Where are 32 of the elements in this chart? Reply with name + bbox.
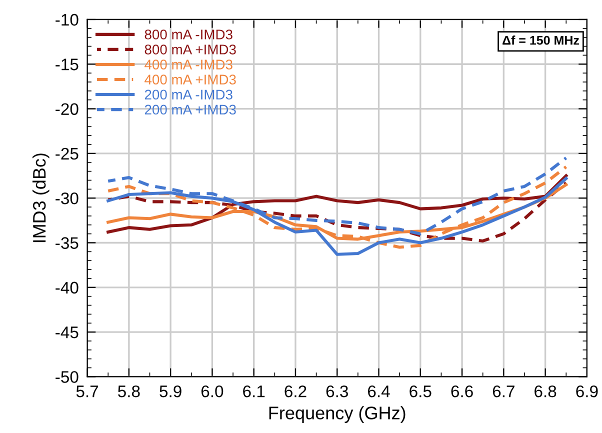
x-tick-label: 6.3 (326, 385, 348, 398)
x-tick-label: 6.0 (201, 385, 224, 398)
line-series (106, 165, 568, 249)
legend-label: 800 mA -IMD3 (144, 30, 232, 40)
y-tick-label: -30 (56, 192, 78, 204)
y-tick-label: -45 (56, 326, 78, 338)
y-tick-label: -20 (56, 103, 78, 115)
legend-label: 200 mA +IMD3 (144, 104, 236, 115)
x-tick-label: 6.4 (368, 385, 390, 398)
x-tick-label: 6.2 (284, 385, 306, 398)
y-tick-label: -10 (56, 14, 78, 26)
y-tick-label: -25 (56, 148, 78, 160)
y-axis-title: IMD3 (dBc) (32, 154, 50, 242)
x-tick-label: 5.9 (160, 385, 182, 398)
x-axis-title: Frequency (GHz) (269, 406, 406, 423)
legend-label: 200 mA -IMD3 (144, 90, 232, 100)
legend-label: 400 mA -IMD3 (144, 60, 232, 70)
x-tick-label: 5.7 (76, 386, 98, 398)
legend-label: 800 mA +IMD3 (144, 44, 236, 54)
x-tick-label: 6.9 (576, 385, 598, 398)
x-tick-label: 6.5 (410, 385, 432, 398)
y-tick-label: -35 (56, 237, 78, 249)
x-tick-label: 6.7 (492, 385, 514, 398)
y-tick-label: -40 (56, 282, 78, 294)
x-tick-label: 6.8 (534, 385, 556, 398)
y-tick-label: -15 (56, 58, 78, 70)
x-tick-label: 6.6 (451, 385, 473, 398)
x-tick-label: 5.8 (118, 385, 140, 398)
legend-label: 400 mA +IMD3 (144, 74, 236, 84)
annotation: Δf = 150 MHz (502, 36, 580, 45)
x-tick-label: 6.1 (243, 385, 265, 398)
y-tick-label: -50 (56, 371, 78, 383)
